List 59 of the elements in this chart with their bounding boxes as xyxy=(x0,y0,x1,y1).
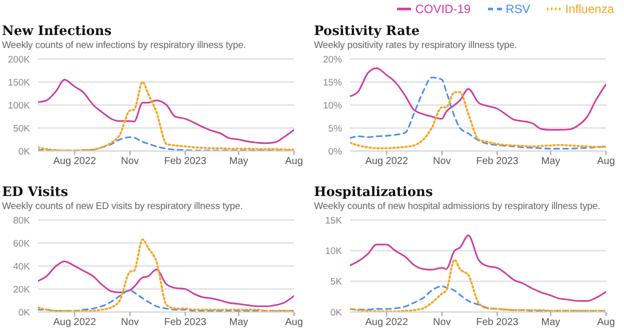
x-tick-label: Aug 2022 xyxy=(365,156,408,168)
y-tick-label: 200K xyxy=(8,54,31,66)
y-tick-label: 15% xyxy=(322,77,343,88)
y-tick-label: 20% xyxy=(322,54,343,66)
y-tick-label: 60K xyxy=(13,238,31,250)
x-tick-label: Aug xyxy=(597,156,615,168)
x-tick-label: May xyxy=(229,317,248,328)
chart-title: ED Visits xyxy=(2,185,70,200)
x-tick-label: May xyxy=(541,317,560,328)
chart-title: New Infections xyxy=(2,24,113,39)
y-tick-label: 0% xyxy=(328,146,343,158)
x-tick-label: Aug xyxy=(285,317,303,328)
y-tick-label: 20K xyxy=(13,284,31,296)
x-tick-label: Feb 2023 xyxy=(476,156,519,168)
legend-label: RSV xyxy=(506,2,530,16)
chart-subtitle: Weekly positivity rates by respiratory illness type. xyxy=(314,40,518,51)
y-tick-label: 0K xyxy=(18,146,31,158)
x-tick-label: Aug 2022 xyxy=(53,317,96,328)
y-tick-label: 80K xyxy=(13,215,31,226)
chart-subtitle: Weekly counts of new hospital admissions by respiratory illness type. xyxy=(314,201,602,212)
x-tick-label: Feb 2023 xyxy=(476,317,519,328)
y-tick-label: 50K xyxy=(13,123,31,134)
x-tick-label: Feb 2023 xyxy=(164,156,207,168)
x-tick-label: Nov xyxy=(121,156,139,168)
y-tick-label: 0K xyxy=(330,307,343,318)
line-series xyxy=(38,289,294,312)
x-tick-label: May xyxy=(229,156,248,168)
y-tick-label: 40K xyxy=(13,261,31,272)
legend-label: Influenza xyxy=(565,2,614,16)
y-tick-label: 5% xyxy=(328,123,343,134)
line-series xyxy=(350,91,606,150)
chart-title: Positivity Rate xyxy=(314,24,421,39)
y-tick-label: 150K xyxy=(8,77,31,88)
y-tick-label: 100K xyxy=(8,100,31,112)
chart-subtitle: Weekly counts of new ED visits by respiratory illness type. xyxy=(2,201,244,212)
y-tick-label: 10K xyxy=(325,246,343,258)
line-series xyxy=(38,260,294,308)
line-series xyxy=(350,76,606,150)
y-tick-label: 10% xyxy=(322,100,343,112)
x-tick-label: Feb 2023 xyxy=(164,317,207,328)
line-series xyxy=(38,136,294,151)
x-tick-label: Aug 2022 xyxy=(365,317,408,328)
x-tick-label: Nov xyxy=(433,317,451,328)
chart-title: Hospitalizations xyxy=(314,185,434,200)
x-tick-label: May xyxy=(541,156,560,168)
x-tick-label: Nov xyxy=(433,156,451,168)
line-series xyxy=(350,258,606,312)
y-tick-label: 0K xyxy=(18,307,31,318)
y-tick-label: 5K xyxy=(330,276,343,288)
line-series xyxy=(350,234,606,302)
line-series xyxy=(38,238,294,312)
x-tick-label: Aug 2022 xyxy=(53,156,96,168)
x-tick-label: Aug xyxy=(285,156,303,168)
y-tick-label: 15K xyxy=(325,215,343,226)
line-series xyxy=(350,67,606,131)
x-tick-label: Aug xyxy=(597,317,615,328)
legend-label: COVID-19 xyxy=(415,2,471,16)
x-tick-label: Nov xyxy=(121,317,139,328)
chart-subtitle: Weekly counts of new infections by respiratory illness type. xyxy=(2,40,247,51)
